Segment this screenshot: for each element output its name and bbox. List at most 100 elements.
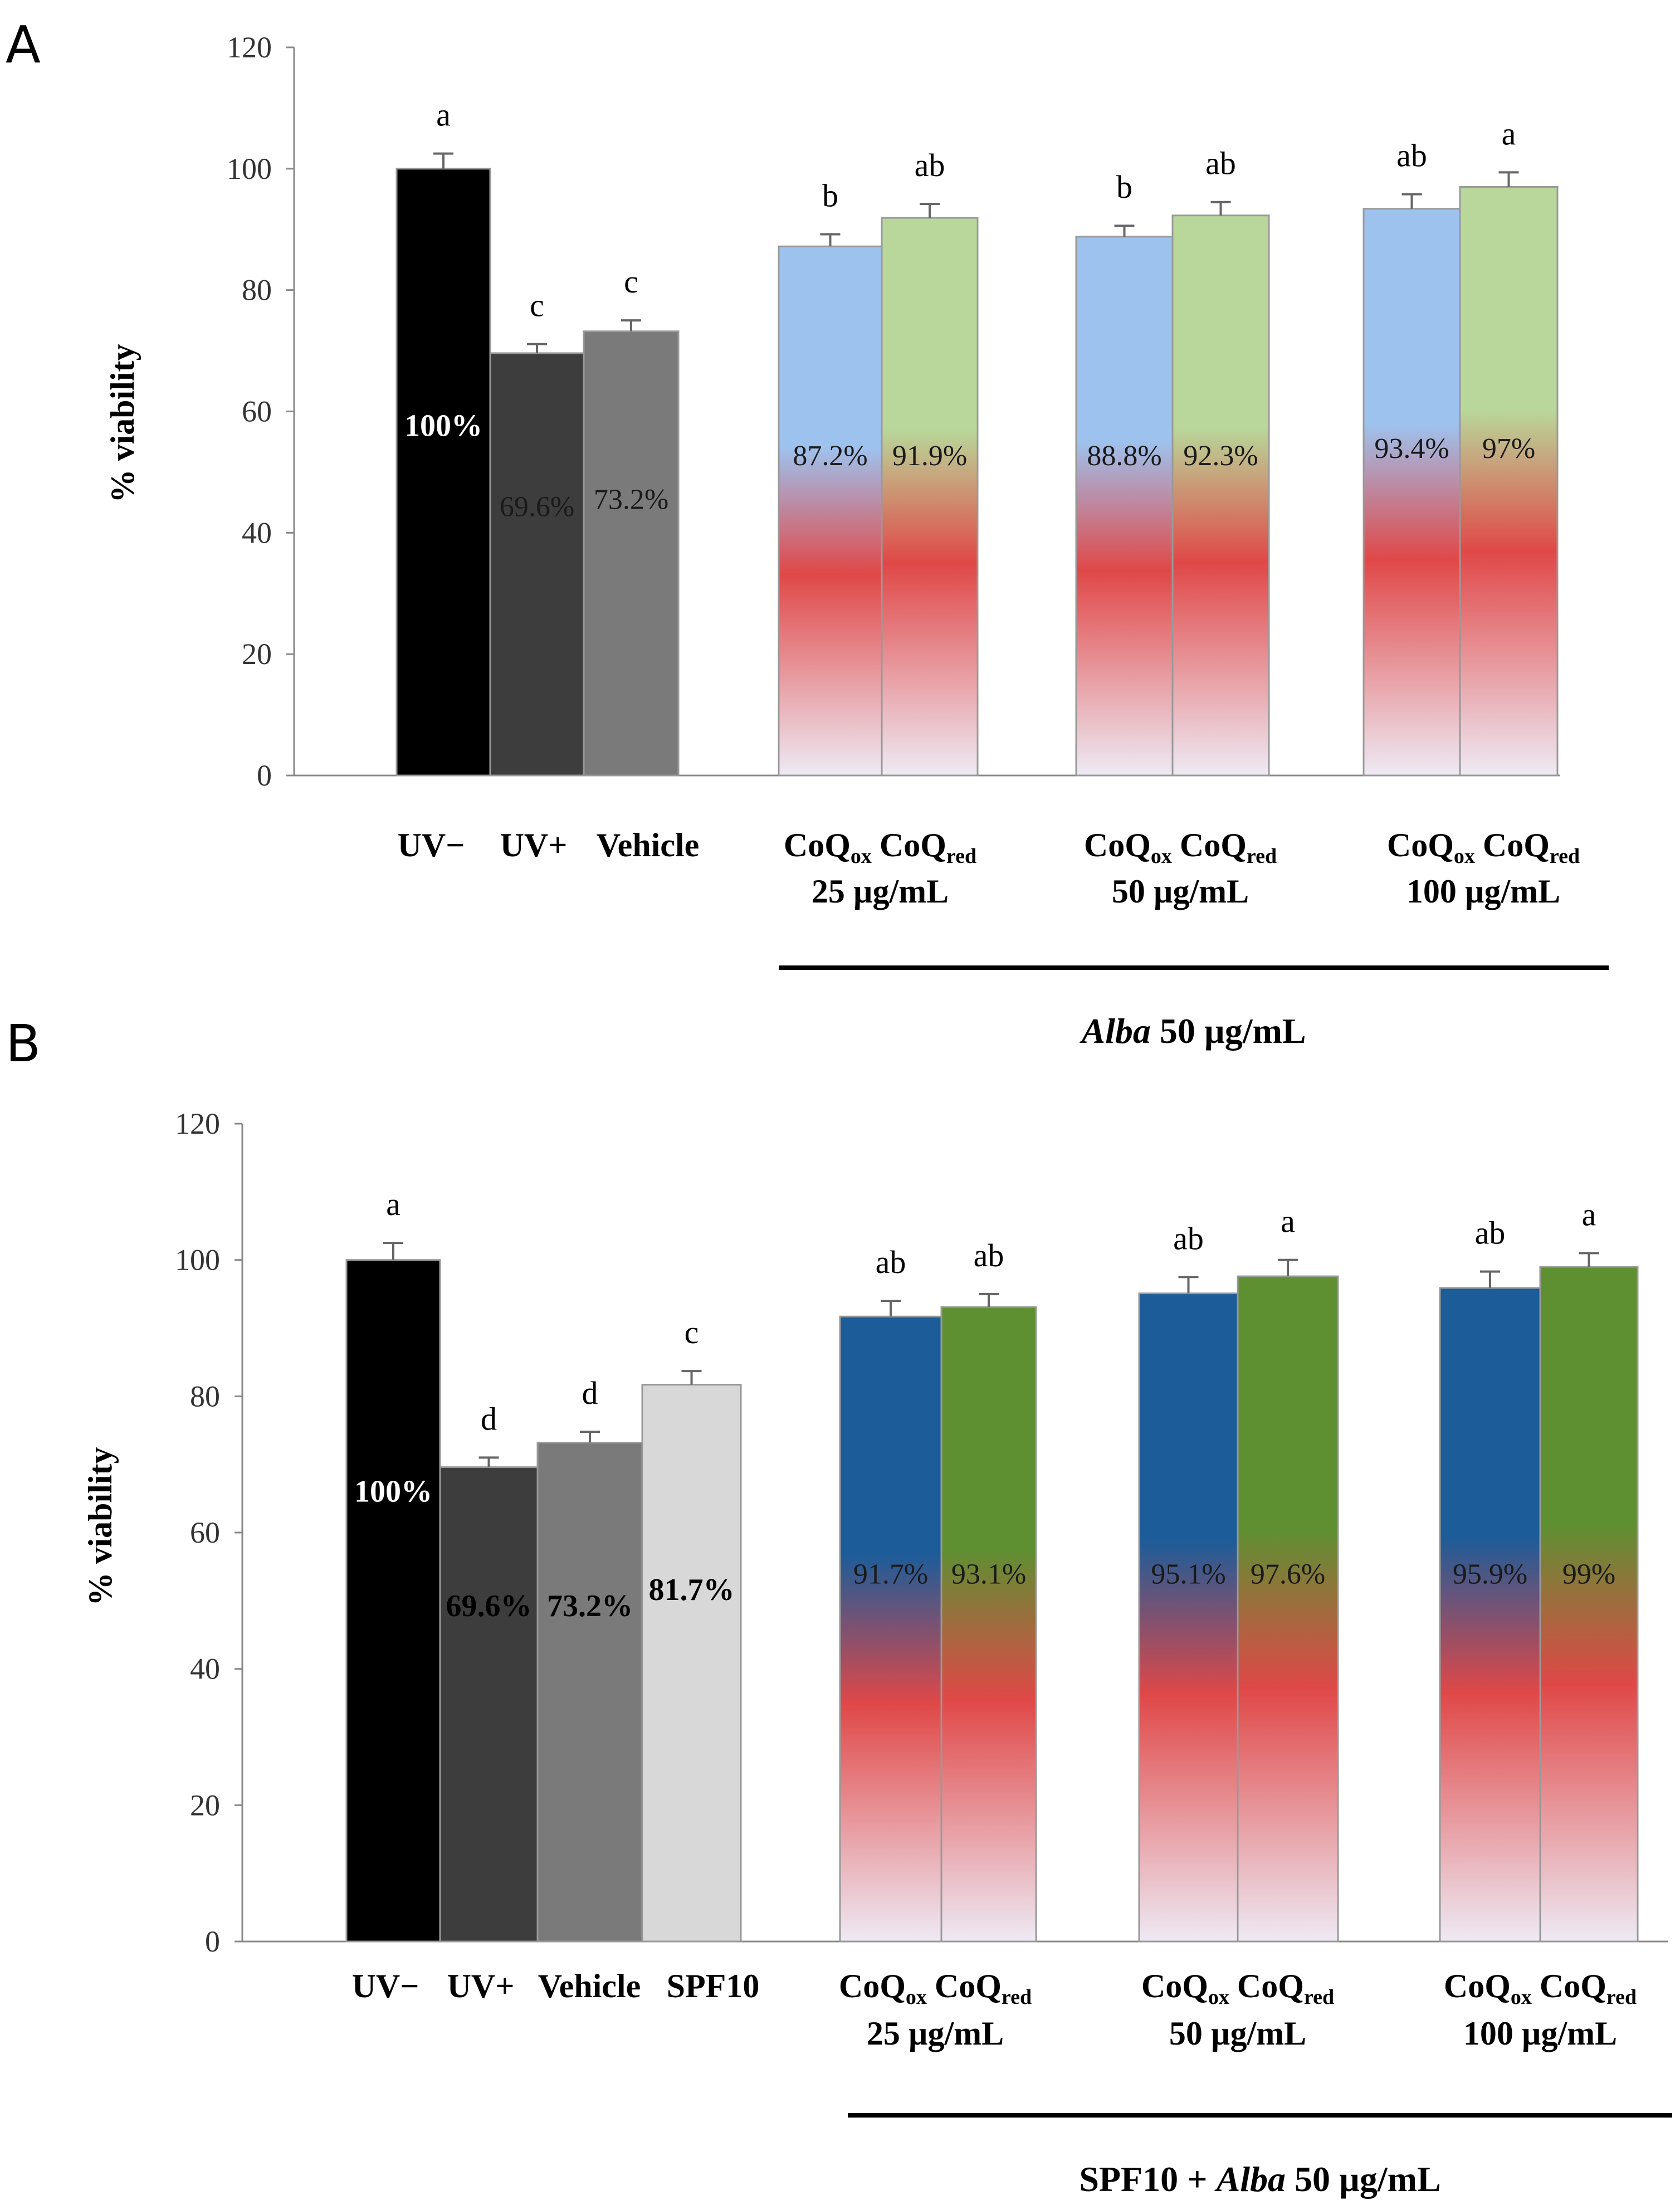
significance-letter: c <box>624 264 638 300</box>
bar-value-label: 91.9% <box>892 440 967 472</box>
x-category-label: UV+ <box>500 827 568 864</box>
bar-value-label: 81.7% <box>649 1573 735 1607</box>
x-category-label: UV+ <box>447 1968 515 2004</box>
bar-coqred-100 <box>1459 186 1559 777</box>
significance-letter: a <box>386 1186 401 1222</box>
y-tick-label: 60 <box>242 395 272 428</box>
bar-value-label: 87.2% <box>793 440 867 472</box>
bar-coqred-25 <box>940 1306 1037 1943</box>
bar-value-label: 93.1% <box>951 1558 1026 1590</box>
x-category-label: Vehicle <box>538 1968 641 2004</box>
bar-coqox-100 <box>1439 1287 1541 1943</box>
bar-coqox-100 <box>1362 208 1461 777</box>
significance-letter: b <box>822 177 838 213</box>
y-tick-label: 80 <box>242 274 272 307</box>
y-tick-label: 100 <box>227 152 272 186</box>
panel-a-bars: a 100% c 69.6% c 73.2% b 87.2% ab 91.9% b 88.8% ab 92… <box>395 97 1559 777</box>
significance-letter: c <box>530 287 544 324</box>
significance-letter: ab <box>1396 138 1427 174</box>
significance-letter: d <box>582 1375 598 1411</box>
x-dose-label: 50 µg/mL <box>1112 873 1249 910</box>
bar-spf10 <box>641 1384 742 1943</box>
y-tick-label: 120 <box>227 31 272 64</box>
bar-uv <box>345 1259 441 1943</box>
panel-a: A 0 20 40 60 80 100 120 % viability a 100% c 69.6… <box>6 15 1609 1051</box>
x-dose-label: 25 µg/mL <box>812 873 949 910</box>
bar-coqox-25 <box>778 245 883 777</box>
bar-uv <box>395 168 491 777</box>
panel-a-y-ticks: 0 20 40 60 80 100 120 <box>227 31 294 792</box>
bar-uv <box>489 352 585 777</box>
y-tick-label: 20 <box>190 1788 220 1822</box>
x-group-label: CoQox CoQred <box>1444 1968 1637 2009</box>
y-tick-label: 120 <box>175 1107 220 1140</box>
y-tick-label: 80 <box>190 1379 220 1413</box>
panel-b-x-labels: UV− UV+ Vehicle SPF10 CoQox CoQred 25 µg/mL CoQ… <box>352 1968 1637 2052</box>
significance-letter: a <box>1502 115 1516 152</box>
bar-value-label: 100% <box>354 1475 432 1509</box>
significance-letter: ab <box>915 147 945 183</box>
x-category-label: Vehicle <box>597 827 699 864</box>
panel-letter-a: A <box>6 15 41 75</box>
bar-value-label: 97.6% <box>1251 1558 1325 1590</box>
bar-value-label: 97% <box>1482 433 1535 465</box>
bar-value-label: 73.2% <box>594 484 668 515</box>
bar-coqox-50 <box>1138 1292 1239 1943</box>
bar-vehicle <box>536 1442 643 1943</box>
bar-value-label: 95.9% <box>1453 1558 1527 1590</box>
bar-value-label: 95.1% <box>1151 1558 1225 1590</box>
significance-letter: ab <box>974 1237 1004 1274</box>
bar-coqred-25 <box>881 217 979 777</box>
significance-letter: ab <box>876 1244 906 1280</box>
bar-coqox-25 <box>839 1315 942 1943</box>
bar-coqred-50 <box>1171 214 1270 777</box>
x-dose-label: 100 µg/mL <box>1463 2015 1617 2052</box>
significance-letter: a <box>1582 1196 1596 1232</box>
panel-b-y-ticks: 0 20 40 60 80 100 120 <box>175 1107 242 1958</box>
x-group-label: CoQox CoQred <box>1141 1968 1334 2009</box>
panel-b-treatment-label: SPF10 + Alba 50 µg/mL <box>1079 2159 1440 2199</box>
bar-value-label: 69.6% <box>446 1589 532 1623</box>
significance-letter: a <box>1281 1203 1295 1240</box>
bar-uv <box>439 1466 539 1943</box>
panel-b: B 0 20 40 60 80 100 120 % viability a 100% d 69.6… <box>6 1014 1672 2199</box>
y-tick-label: 0 <box>205 1925 220 1958</box>
x-group-label: CoQox CoQred <box>784 827 976 868</box>
bar-value-label: 73.2% <box>547 1589 633 1623</box>
x-dose-label: 25 µg/mL <box>867 2015 1004 2052</box>
x-group-label: CoQox CoQred <box>1084 827 1277 868</box>
x-group-label: CoQox CoQred <box>1387 827 1580 868</box>
panel-b-y-label: % viability <box>82 1447 119 1606</box>
bar-value-label: 69.6% <box>500 491 574 523</box>
y-tick-label: 60 <box>190 1516 220 1549</box>
x-group-label: CoQox CoQred <box>839 1968 1032 2009</box>
x-dose-label: 100 µg/mL <box>1406 873 1560 910</box>
panel-b-bars: a 100% d 69.6% d 73.2% c 81.7% ab 91.7% ab 93.1% ab 9… <box>345 1186 1639 1943</box>
y-tick-label: 40 <box>190 1652 220 1686</box>
bar-coqred-50 <box>1237 1275 1339 1943</box>
y-tick-label: 20 <box>242 637 272 671</box>
significance-letter: c <box>685 1314 699 1350</box>
panel-a-x-labels: UV− UV+ Vehicle CoQox CoQred 25 µg/mL CoQox CoQ… <box>398 827 1580 910</box>
significance-letter: ab <box>1205 145 1236 182</box>
x-category-label: UV− <box>352 1968 419 2004</box>
bar-value-label: 93.4% <box>1374 433 1449 465</box>
y-tick-label: 0 <box>257 759 272 792</box>
bar-value-label: 91.7% <box>853 1558 928 1590</box>
panel-a-y-label: % viability <box>104 344 141 503</box>
significance-letter: ab <box>1173 1220 1204 1256</box>
x-category-label: UV− <box>398 827 465 864</box>
bar-vehicle <box>583 330 680 777</box>
x-category-label: SPF10 <box>667 1968 760 2004</box>
panel-a-treatment-label: Alba 50 µg/mL <box>1079 1011 1306 1051</box>
panel-letter-b: B <box>6 1014 41 1074</box>
significance-letter: b <box>1116 169 1132 205</box>
bar-coqred-100 <box>1539 1266 1639 1943</box>
significance-letter: a <box>436 97 451 133</box>
bar-value-label: 92.3% <box>1183 440 1258 472</box>
bar-value-label: 100% <box>404 409 482 443</box>
bar-value-label: 99% <box>1562 1558 1615 1590</box>
significance-letter: ab <box>1475 1214 1506 1251</box>
significance-letter: d <box>481 1401 497 1437</box>
